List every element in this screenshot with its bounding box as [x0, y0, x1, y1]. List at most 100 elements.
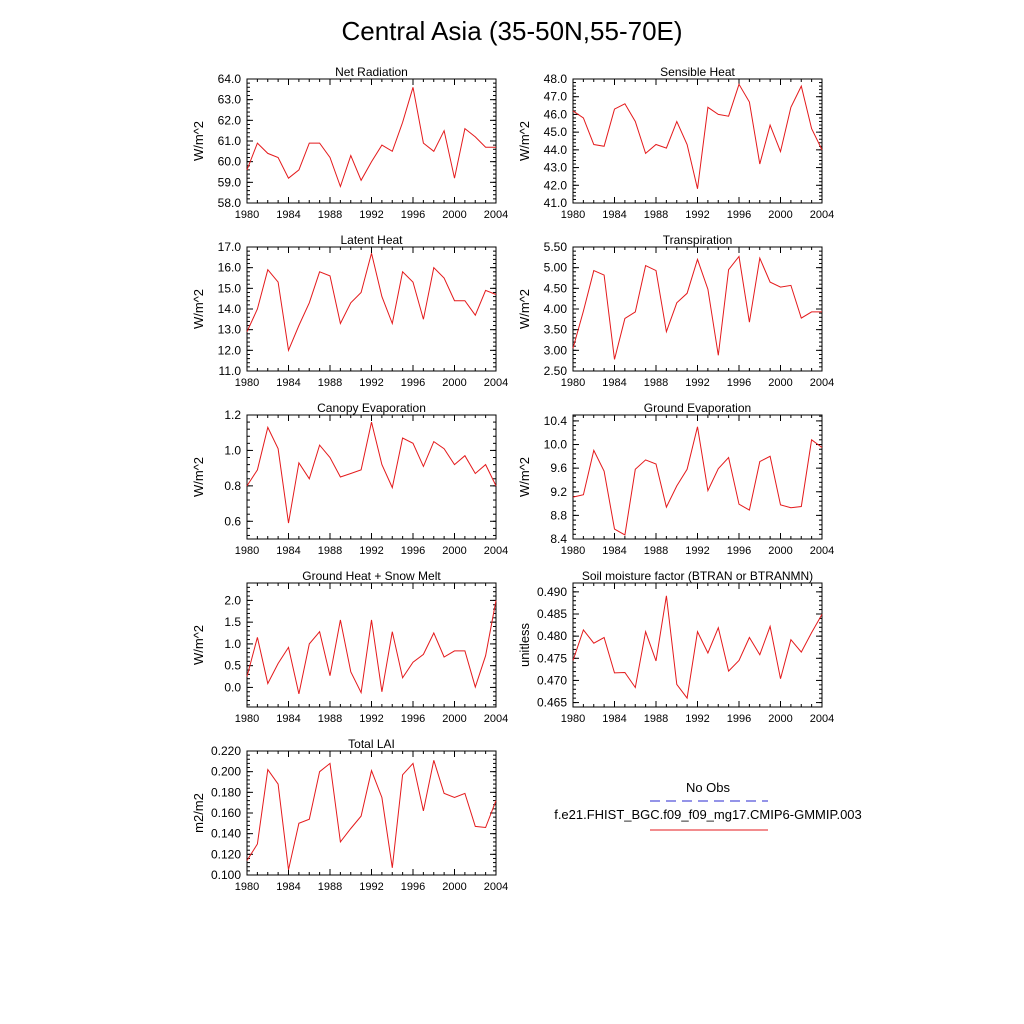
x-tick-label: 2004 — [484, 713, 508, 725]
x-tick-label: 1992 — [685, 209, 709, 221]
x-tick-label: 2004 — [810, 713, 834, 725]
series-line — [572, 83, 823, 189]
x-tick-label: 2004 — [810, 377, 834, 389]
y-tick-label: 63.0 — [218, 93, 242, 107]
y-tick-label: 0.480 — [537, 629, 567, 643]
chart-sensible-heat: Sensible Heat W/m^2 1980 1984 1988 1992 1996 20… — [517, 65, 834, 221]
y-tick-label: 0.120 — [211, 847, 241, 861]
y-tick-label: 10.4 — [544, 414, 568, 428]
x-tick-label: 1980 — [235, 377, 259, 389]
x-tick-label: 1980 — [561, 377, 585, 389]
x-tick-label: 1984 — [276, 545, 300, 557]
y-tick-label: 1.0 — [224, 443, 241, 457]
x-tick-label: 2000 — [442, 209, 466, 221]
x-tick-label: 1992 — [359, 545, 383, 557]
y-tick-label: 0.220 — [211, 744, 241, 758]
y-tick-label: 0.490 — [537, 585, 567, 599]
y-tick-label: 0.0 — [224, 680, 241, 694]
y-tick-label: 11.0 — [219, 364, 242, 378]
x-tick-label: 1980 — [235, 545, 259, 557]
chart-title: Ground Heat + Snow Melt — [302, 569, 441, 583]
chart-title: Ground Evaporation — [644, 401, 751, 415]
y-axis-label: unitless — [517, 622, 532, 667]
y-tick-label: 45.0 — [544, 125, 568, 139]
chart-panels: Net Radiation W/m^2 1980 1984 1988 1992 1996 20… — [191, 65, 834, 893]
legend-label-no-obs: No Obs — [686, 780, 731, 795]
x-tick-label: 1984 — [276, 713, 300, 725]
y-tick-label: 42.0 — [544, 178, 568, 192]
y-tick-label: 16.0 — [218, 261, 242, 275]
x-tick-label: 1988 — [318, 209, 342, 221]
x-tick-label: 2000 — [442, 545, 466, 557]
y-tick-label: 4.50 — [544, 281, 568, 295]
x-tick-label: 1996 — [401, 209, 425, 221]
y-tick-label: 47.0 — [544, 90, 568, 104]
x-tick-label: 1988 — [644, 209, 668, 221]
series-line — [572, 255, 822, 360]
x-tick-label: 1992 — [359, 377, 383, 389]
x-tick-label: 1980 — [235, 713, 259, 725]
x-tick-label: 2004 — [810, 545, 834, 557]
y-tick-label: 1.2 — [224, 408, 241, 422]
x-tick-label: 2000 — [442, 377, 466, 389]
y-axis-label: W/m^2 — [517, 457, 532, 497]
y-axis-label: W/m^2 — [191, 121, 206, 161]
y-tick-label: 3.00 — [544, 343, 568, 357]
chart-title: Canopy Evaporation — [317, 401, 426, 415]
y-axis-label: W/m^2 — [191, 625, 206, 665]
x-tick-label: 1988 — [318, 713, 342, 725]
y-tick-label: 64.0 — [218, 72, 242, 86]
y-tick-label: 8.8 — [550, 508, 567, 522]
x-tick-label: 1980 — [561, 209, 585, 221]
y-tick-label: 0.160 — [211, 806, 241, 820]
series-line — [246, 87, 496, 189]
x-tick-label: 2004 — [484, 881, 508, 893]
chart-latent-heat: Latent Heat W/m^2 1980 1984 1988 1992 1996 2000… — [191, 233, 508, 389]
chart-total-lai: Total LAI m2/m2 1980 1984 1988 1992 1996 2000 20… — [191, 737, 508, 893]
x-tick-label: 2000 — [768, 209, 792, 221]
y-tick-label: 43.0 — [544, 161, 568, 175]
y-tick-label: 17.0 — [218, 240, 242, 254]
y-tick-label: 1.5 — [224, 615, 241, 629]
x-tick-label: 2000 — [442, 713, 466, 725]
y-tick-label: 60.0 — [218, 155, 242, 169]
x-tick-label: 2004 — [484, 545, 508, 557]
legend-label-model-run: f.e21.FHIST_BGC.f09_f09_mg17.CMIP6-GMMIP… — [554, 807, 862, 822]
x-tick-label: 1996 — [401, 377, 425, 389]
x-tick-label: 1988 — [318, 881, 342, 893]
chart-net-radiation: Net Radiation W/m^2 1980 1984 1988 1992 1996 20… — [191, 65, 508, 221]
y-tick-label: 2.0 — [224, 593, 241, 607]
legend: No Obs f.e21.FHIST_BGC.f09_f09_mg17.CMIP… — [554, 780, 862, 831]
chart-ground-heat-snow-melt: Ground Heat + Snow Melt W/m^2 1980 1984 1988… — [191, 569, 508, 725]
x-tick-label: 2000 — [768, 377, 792, 389]
y-tick-label: 0.200 — [211, 765, 241, 779]
x-tick-label: 1980 — [235, 209, 259, 221]
chart-title: Sensible Heat — [660, 65, 735, 79]
x-tick-label: 1984 — [276, 377, 300, 389]
x-tick-label: 2004 — [484, 377, 508, 389]
y-tick-label: 9.2 — [550, 485, 567, 499]
chart-ground-evaporation: Ground Evaporation W/m^2 1980 1984 1988 1992 1… — [517, 401, 834, 557]
y-tick-label: 0.6 — [224, 514, 241, 528]
y-tick-label: 12.0 — [218, 343, 242, 357]
x-tick-label: 1980 — [561, 545, 585, 557]
x-tick-label: 1992 — [685, 545, 709, 557]
y-axis-label: m2/m2 — [191, 793, 206, 833]
y-tick-label: 5.50 — [544, 240, 568, 254]
x-tick-label: 1984 — [602, 545, 626, 557]
y-axis-label: W/m^2 — [191, 457, 206, 497]
figure-title: Central Asia (35-50N,55-70E) — [341, 16, 682, 46]
x-tick-label: 1988 — [318, 377, 342, 389]
x-tick-label: 2000 — [768, 713, 792, 725]
x-tick-label: 2004 — [810, 209, 834, 221]
y-tick-label: 9.6 — [550, 461, 567, 475]
y-tick-label: 15.0 — [218, 281, 242, 295]
x-tick-label: 1992 — [685, 713, 709, 725]
y-tick-label: 46.0 — [544, 107, 568, 121]
y-axis-label: W/m^2 — [191, 289, 206, 329]
chart-soil-moisture-factor-btran-or-btranmn: Soil moisture factor (BTRAN or BTRANMN) u… — [517, 569, 834, 725]
y-axis-label: W/m^2 — [517, 289, 532, 329]
x-tick-label: 1996 — [727, 545, 751, 557]
y-tick-label: 41.0 — [544, 196, 568, 210]
